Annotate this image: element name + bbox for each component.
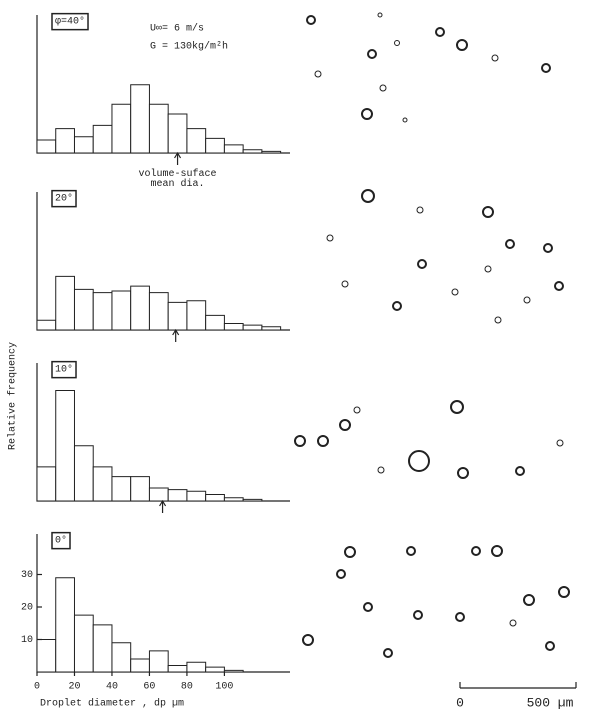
histogram-panel: φ=40° U∞= 6 m/s G = 130kg/m²h volume-suface… <box>37 14 290 190</box>
bar <box>93 625 112 672</box>
bar <box>224 670 243 672</box>
bar <box>74 137 93 153</box>
scale-start: 0 <box>456 695 464 710</box>
bar <box>112 477 131 501</box>
histogram-panel: 10° Relative frequency <box>7 342 290 513</box>
y-tick-label: 30 <box>21 570 33 581</box>
condition: G = 130kg/m²h <box>150 41 228 53</box>
x-tick-label: 60 <box>143 682 155 693</box>
droplet-photo <box>295 13 569 657</box>
bar <box>168 114 187 153</box>
y-axis-label: Relative frequency <box>7 342 19 450</box>
bar <box>187 662 206 672</box>
scale-end: 500 µm <box>527 695 574 710</box>
bar <box>131 659 150 672</box>
figure: 0 500 µm φ=40° U∞= 6 m/s G = 130kg/m²h volu… <box>0 0 593 713</box>
bar <box>262 327 281 330</box>
bar <box>74 289 93 330</box>
bar <box>74 615 93 672</box>
bar <box>112 643 131 672</box>
histogram-panel: 20° <box>37 191 290 342</box>
bar <box>37 467 56 501</box>
bar <box>37 640 56 673</box>
bar <box>224 498 243 501</box>
bar <box>93 467 112 501</box>
bar <box>243 499 262 501</box>
bar <box>224 324 243 331</box>
bar <box>206 315 225 330</box>
bar <box>149 488 168 501</box>
bar <box>93 293 112 330</box>
x-axis-label: Droplet diameter , dp µm <box>40 698 184 710</box>
x-tick-label: 20 <box>68 682 80 693</box>
x-tick-label: 0 <box>34 682 40 693</box>
bar <box>131 286 150 330</box>
x-tick-label: 40 <box>106 682 118 693</box>
bar <box>206 138 225 153</box>
mean-arrow <box>175 153 181 165</box>
bar <box>187 129 206 153</box>
bar <box>131 477 150 501</box>
mean-arrow <box>160 501 166 513</box>
bar <box>224 145 243 153</box>
panel-label: 0° <box>55 535 67 547</box>
scale-bar: 0 500 µm <box>456 682 576 710</box>
bar <box>56 129 75 153</box>
panel-label: 10° <box>55 364 73 376</box>
bar <box>149 104 168 153</box>
bar <box>93 125 112 153</box>
bar <box>168 490 187 501</box>
bar <box>243 325 262 330</box>
bar <box>168 666 187 673</box>
bar <box>37 140 56 153</box>
bar <box>37 320 56 330</box>
bar <box>56 578 75 672</box>
x-tick-label: 100 <box>215 682 233 693</box>
histogram-panel: 0° 10 20 30 0 20 40 60 80 100 Droplet diameter , d… <box>21 533 290 710</box>
panel-label: φ=40° <box>55 16 85 28</box>
bar <box>149 651 168 672</box>
bar <box>112 291 131 330</box>
bar <box>112 104 131 153</box>
panel-label: 20° <box>55 193 73 205</box>
bar <box>187 491 206 501</box>
bar <box>206 495 225 502</box>
bar <box>187 301 206 330</box>
bar <box>168 302 187 330</box>
bar <box>206 667 225 672</box>
bar <box>56 276 75 330</box>
bar <box>262 151 281 153</box>
x-tick-label: 80 <box>181 682 193 693</box>
mean-arrow <box>173 330 179 342</box>
bar <box>74 446 93 501</box>
bar <box>131 85 150 153</box>
y-tick-label: 20 <box>21 603 33 614</box>
condition: U∞= 6 m/s <box>150 23 204 35</box>
bar <box>149 293 168 330</box>
y-tick-label: 10 <box>21 635 33 646</box>
bar <box>56 391 75 502</box>
bar <box>243 150 262 153</box>
